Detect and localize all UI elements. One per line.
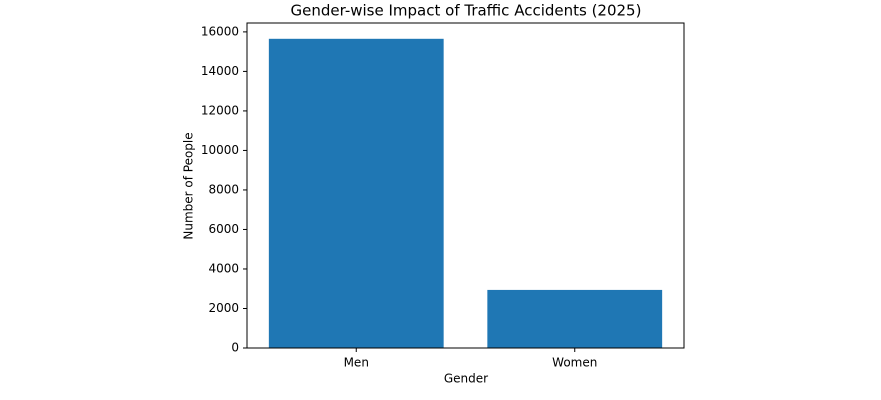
y-tick-label: 14000: [201, 64, 239, 78]
y-tick-label: 0: [231, 341, 239, 355]
y-tick-label: 16000: [201, 24, 239, 38]
plot-frame: [246, 22, 685, 349]
y-tick-label: 10000: [201, 143, 239, 157]
y-tick-label: 4000: [208, 261, 239, 275]
bar: [487, 289, 663, 348]
y-axis-label: Number of People: [182, 132, 196, 239]
bar: [268, 38, 444, 348]
x-axis-label: Gender: [444, 372, 488, 386]
x-tick-label: Men: [344, 356, 369, 370]
y-tick-label: 6000: [208, 222, 239, 236]
y-tick-label: 12000: [201, 103, 239, 117]
chart-title: Gender-wise Impact of Traffic Accidents …: [291, 2, 642, 20]
y-tick-label: 8000: [208, 182, 239, 196]
y-tick-label: 2000: [208, 301, 239, 315]
x-tick-label: Women: [552, 356, 597, 370]
